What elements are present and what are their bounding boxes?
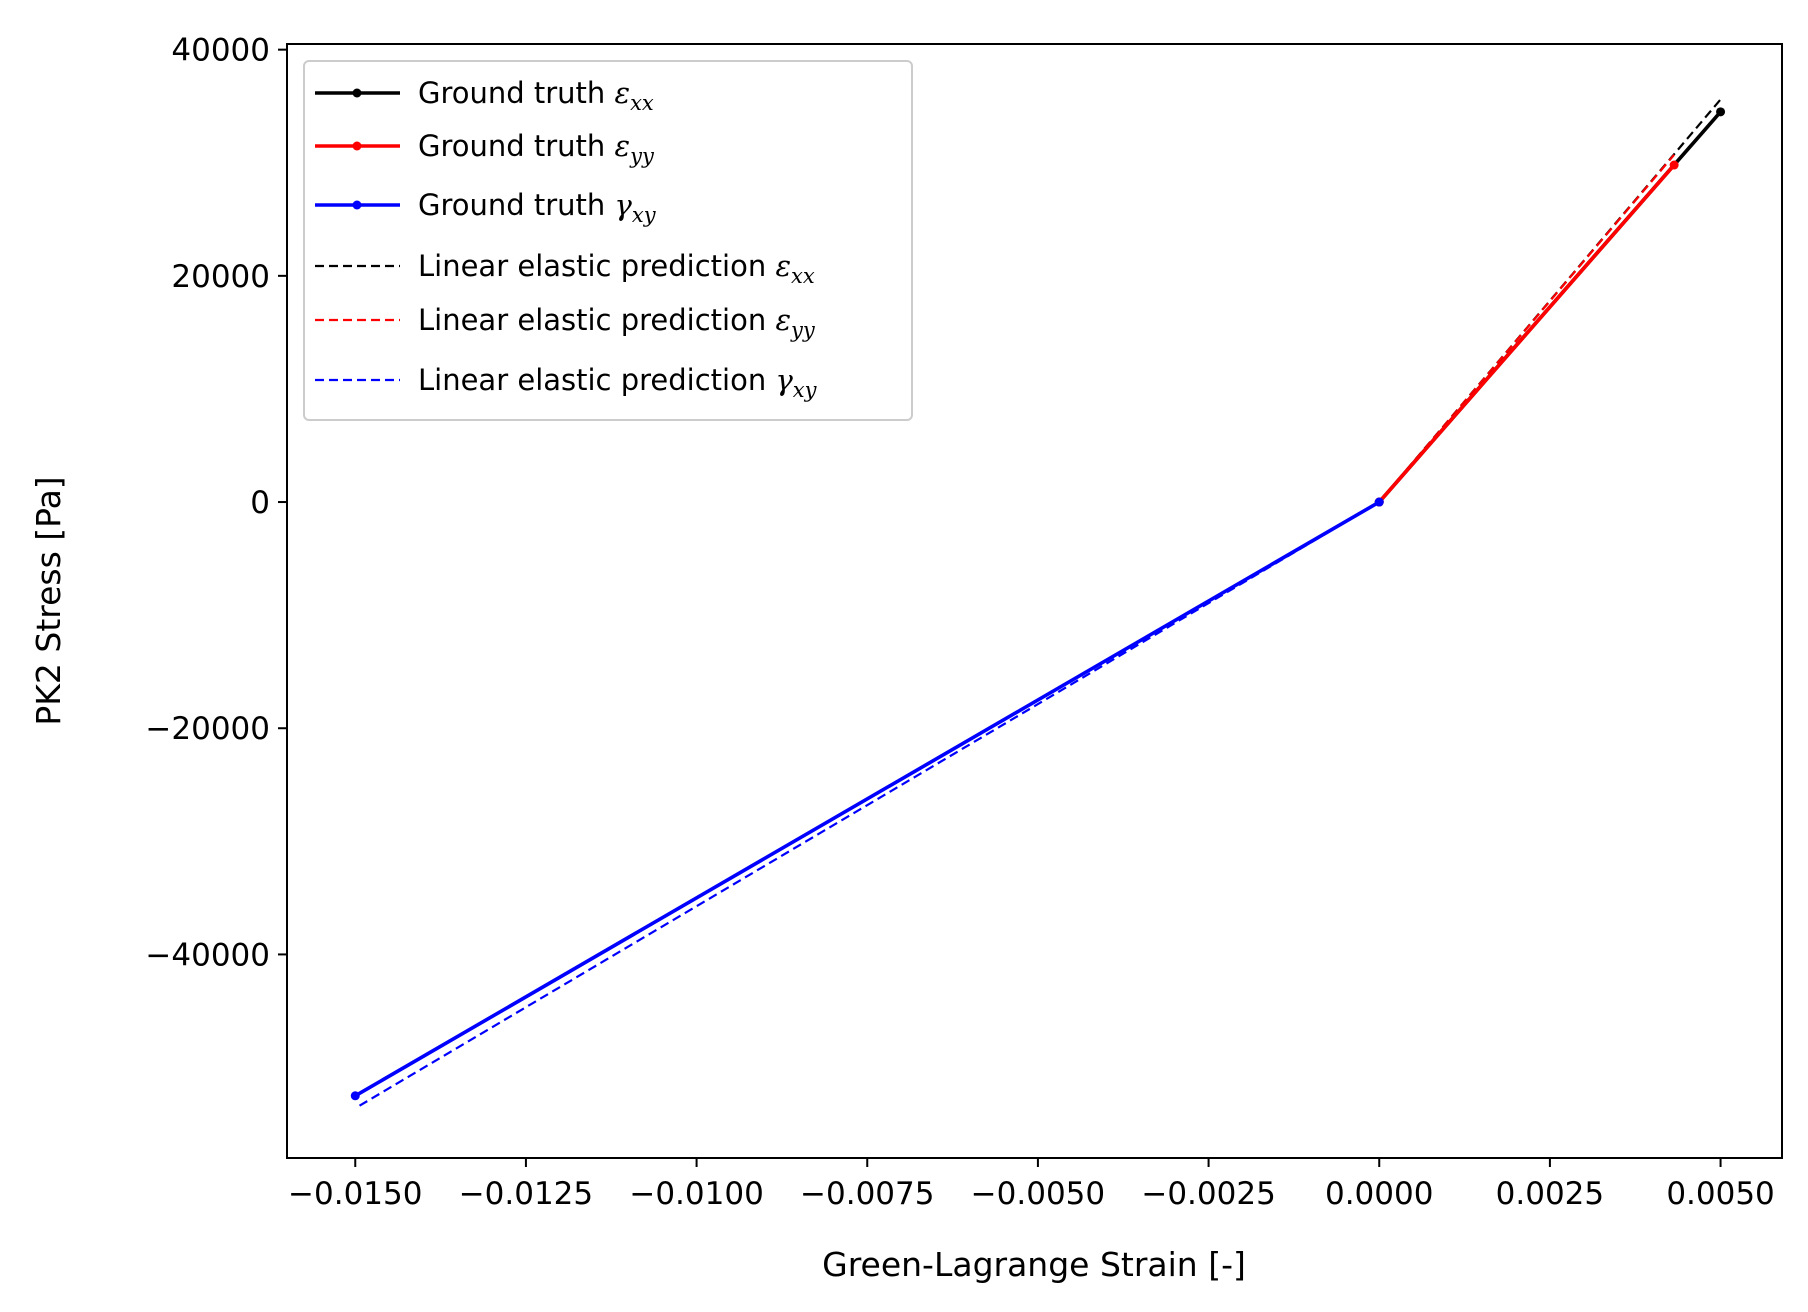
legend-entry-name: Ground truth (418, 188, 615, 222)
legend-marker (352, 200, 362, 210)
x-tick-label: −0.0150 (288, 1176, 422, 1212)
legend-entry-name: Ground truth (418, 129, 615, 163)
y-tick-label: 0 (250, 485, 270, 521)
legend-entry-symbol: ε (775, 303, 791, 337)
y-axis: −40000 −20000 0 20000 40000 (145, 33, 287, 973)
data-point-ground-truth-xy (350, 1091, 360, 1101)
y-tick-label: −20000 (145, 711, 270, 747)
legend-entry-name: Linear elastic prediction (418, 249, 775, 283)
legend-entry: Ground truth γxy (418, 188, 657, 227)
legend-box (303, 60, 913, 421)
legend-entry-name: Ground truth (418, 76, 615, 110)
x-tick-label: −0.0050 (971, 1176, 1105, 1212)
legend-entry-symbol: γ (775, 363, 793, 397)
legend-marker (352, 141, 362, 151)
legend-entry-subscript: xy (632, 203, 657, 227)
legend-entry-subscript: yy (629, 144, 655, 168)
x-axis-label: Green-Lagrange Strain [-] (822, 1245, 1246, 1284)
legend-entry-subscript: xx (791, 264, 815, 288)
x-tick-label: 0.0000 (1325, 1176, 1433, 1212)
x-axis: −0.0150 −0.0125 −0.0100 −0.0075 −0.0050 −0.00… (288, 1158, 1775, 1212)
data-point-ground-truth-xx (1716, 107, 1726, 117)
legend-entry: Linear elastic prediction γxy (418, 363, 818, 402)
x-tick-label: −0.0025 (1141, 1176, 1275, 1212)
y-axis-label: PK2 Stress [Pa] (29, 476, 68, 725)
legend-entry-subscript: xx (630, 91, 654, 115)
data-point-ground-truth-xy (1374, 497, 1384, 507)
y-tick-label: 40000 (171, 33, 270, 69)
legend-entry: Ground truth εyy (418, 129, 655, 168)
y-tick-label: −40000 (145, 937, 270, 973)
series-line-ground-truth-xy (354, 500, 1381, 1098)
x-tick-label: 0.0025 (1496, 1176, 1604, 1212)
y-tick-label: 20000 (171, 259, 270, 295)
legend-entry-symbol: ε (615, 76, 631, 110)
legend-entry: Linear elastic prediction εxx (418, 249, 815, 288)
legend-entry-symbol: ε (615, 129, 631, 163)
series-line-ground-truth-yy (1377, 163, 1676, 504)
legend-entry-symbol: ε (775, 249, 791, 283)
x-tick-label: 0.0050 (1666, 1176, 1774, 1212)
x-tick-label: −0.0100 (629, 1176, 763, 1212)
axes-frame (286, 43, 1783, 1159)
legend-entry-name: Linear elastic prediction (418, 363, 775, 397)
plot-area (350, 98, 1726, 1110)
legend-entry-subscript: yy (790, 318, 816, 342)
legend-entry-name: Linear elastic prediction (418, 303, 775, 337)
x-tick-label: −0.0075 (800, 1176, 934, 1212)
legend-marker (352, 88, 362, 98)
legend-entry-symbol: γ (615, 188, 633, 222)
data-point-ground-truth-yy (1669, 160, 1679, 170)
legend-entry: Linear elastic prediction εyy (418, 303, 816, 342)
legend-entry: Ground truth εxx (418, 76, 654, 115)
legend-entry-subscript: xy (793, 378, 818, 402)
x-tick-label: −0.0125 (459, 1176, 593, 1212)
